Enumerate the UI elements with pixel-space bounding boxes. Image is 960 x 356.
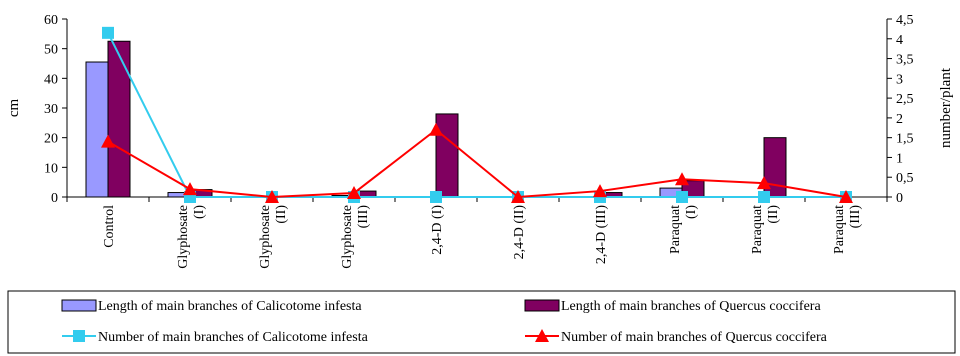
bars-group xyxy=(85,40,787,198)
category-label: 2,4-D (II) xyxy=(512,205,527,260)
bar-series-1 xyxy=(85,61,109,198)
square-marker xyxy=(102,26,114,39)
triangle-marker xyxy=(675,172,689,186)
legend-label: Length of main branches of Calicotome in… xyxy=(98,299,362,314)
bar-series-2 xyxy=(107,40,131,198)
legend-swatch-bar xyxy=(61,299,97,312)
square-marker xyxy=(676,191,688,203)
category-label-line: (I) xyxy=(684,205,699,219)
y-axis-left-title: cm xyxy=(6,99,22,118)
y-left-tick-label: 30 xyxy=(44,102,58,117)
y-right-tick-label: 4,5 xyxy=(896,13,914,28)
category-label-line: Glyphosate xyxy=(340,205,355,269)
category-label-line: (I) xyxy=(192,205,207,219)
square-marker xyxy=(430,191,442,203)
legend-swatch-bar xyxy=(524,299,560,312)
line-series-2 xyxy=(107,128,847,199)
legend: Length of main branches of Calicotome in… xyxy=(7,290,956,354)
category-label: Paraquat (III) xyxy=(832,205,863,254)
category-label-line: (III) xyxy=(356,205,371,229)
category-label-line: Paraquat xyxy=(750,205,765,254)
category-label-line: 2,4-D (I) xyxy=(430,205,445,255)
square-marker xyxy=(758,191,770,203)
category-label: Glyphosate (I) xyxy=(176,205,207,269)
triangle-marker xyxy=(511,190,525,203)
y-left-tick-label: 20 xyxy=(44,132,58,147)
y-left-tick-label: 10 xyxy=(44,161,58,176)
category-label-line: Control xyxy=(102,205,117,248)
category-label-line: (III) xyxy=(848,205,863,229)
category-label: Paraquat (II) xyxy=(750,205,781,254)
y-right-tick-label: 2 xyxy=(896,112,903,127)
category-label-line: (II) xyxy=(766,205,781,224)
category-label-line: Paraquat xyxy=(832,205,847,254)
y-left-tick-label: 0 xyxy=(51,191,58,206)
legend-box xyxy=(7,290,956,354)
y-right-tick-label: 1 xyxy=(896,151,903,166)
legend-label: Number of main branches of Quercus cocci… xyxy=(561,330,828,345)
category-label-line: Glyphosate xyxy=(258,205,273,269)
y-right-tick-label: 2,5 xyxy=(896,92,914,107)
category-label: Control xyxy=(102,205,117,248)
y-left-tick-label: 50 xyxy=(44,43,58,58)
y-right-tick-label: 0 xyxy=(896,191,903,206)
triangle-marker xyxy=(347,186,361,200)
legend-label: Length of main branches of Quercus cocci… xyxy=(561,299,821,314)
y-right-tick-label: 4 xyxy=(896,33,903,48)
category-label: 2,4-D (I) xyxy=(430,205,445,255)
y-axis-right-title: number/plant xyxy=(938,67,954,148)
bar-series-2 xyxy=(435,113,459,198)
y-right-tick-label: 3 xyxy=(896,72,903,87)
triangle-marker xyxy=(593,184,607,198)
y-right-tick-label: 0,5 xyxy=(896,171,914,186)
triangle-marker xyxy=(757,176,771,190)
y-left-tick-label: 40 xyxy=(44,72,58,87)
category-label-line: 2,4-D (II) xyxy=(512,205,527,260)
category-label-line: (II) xyxy=(274,205,289,224)
line-series-1 xyxy=(107,32,846,198)
category-label: Paraquat (I) xyxy=(668,205,699,254)
triangle-marker xyxy=(429,122,443,136)
y-right-tick-label: 1,5 xyxy=(896,132,914,147)
triangle-marker xyxy=(183,182,197,196)
lines-group xyxy=(101,26,853,203)
y-left-tick-label: 60 xyxy=(44,13,58,28)
triangle-marker xyxy=(839,190,853,203)
category-label: Glyphosate (II) xyxy=(258,205,289,269)
category-label: Glyphosate (III) xyxy=(340,205,371,269)
category-label-line: Paraquat xyxy=(668,205,683,254)
category-label-line: 2,4-D (III) xyxy=(594,205,609,264)
category-label-line: Glyphosate xyxy=(176,205,191,269)
triangle-marker xyxy=(101,134,115,148)
triangle-marker xyxy=(265,190,279,203)
legend-square-marker xyxy=(73,330,85,342)
legend-label: Number of main branches of Calicotome in… xyxy=(98,330,369,345)
legend-triangle-marker xyxy=(535,329,549,342)
y-right-tick-label: 3,5 xyxy=(896,53,914,68)
category-label: 2,4-D (III) xyxy=(594,205,609,264)
category-labels-group: Control Glyphosate (I) Glyphosate (II) Glypho… xyxy=(102,205,863,269)
